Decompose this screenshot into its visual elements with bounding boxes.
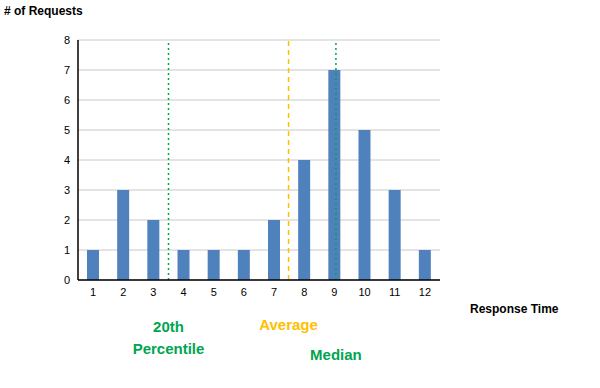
- svg-text:Median: Median: [310, 346, 362, 363]
- svg-text:Average: Average: [259, 316, 318, 333]
- svg-text:6: 6: [241, 286, 247, 298]
- html-text:# of Requests: # of Requests: [4, 4, 83, 18]
- html-text:Response Time: Response Time: [470, 302, 559, 316]
- svg-text:3: 3: [150, 286, 156, 298]
- svg-text:1: 1: [90, 286, 96, 298]
- svg-text:0: 0: [64, 274, 70, 286]
- svg-text:6: 6: [64, 94, 70, 106]
- svg-text:11: 11: [389, 286, 400, 298]
- svg-text:2: 2: [64, 214, 70, 226]
- svg-text:10: 10: [358, 286, 370, 298]
- svg-text:4: 4: [64, 154, 70, 166]
- svg-text:2: 2: [120, 286, 126, 298]
- svg-text:8: 8: [301, 286, 307, 298]
- svg-text:1: 1: [64, 244, 70, 256]
- svg-text:5: 5: [64, 124, 70, 136]
- svg-text:8: 8: [64, 34, 70, 46]
- svg-text:7: 7: [64, 64, 70, 76]
- svg-text:7: 7: [271, 286, 277, 298]
- svg-text:4: 4: [181, 286, 187, 298]
- svg-text:12: 12: [419, 286, 431, 298]
- svg-text:5: 5: [211, 286, 217, 298]
- svg-text:20thPercentile: 20thPercentile: [133, 318, 205, 357]
- svg-text:3: 3: [64, 184, 70, 196]
- svg-text:9: 9: [331, 286, 337, 298]
